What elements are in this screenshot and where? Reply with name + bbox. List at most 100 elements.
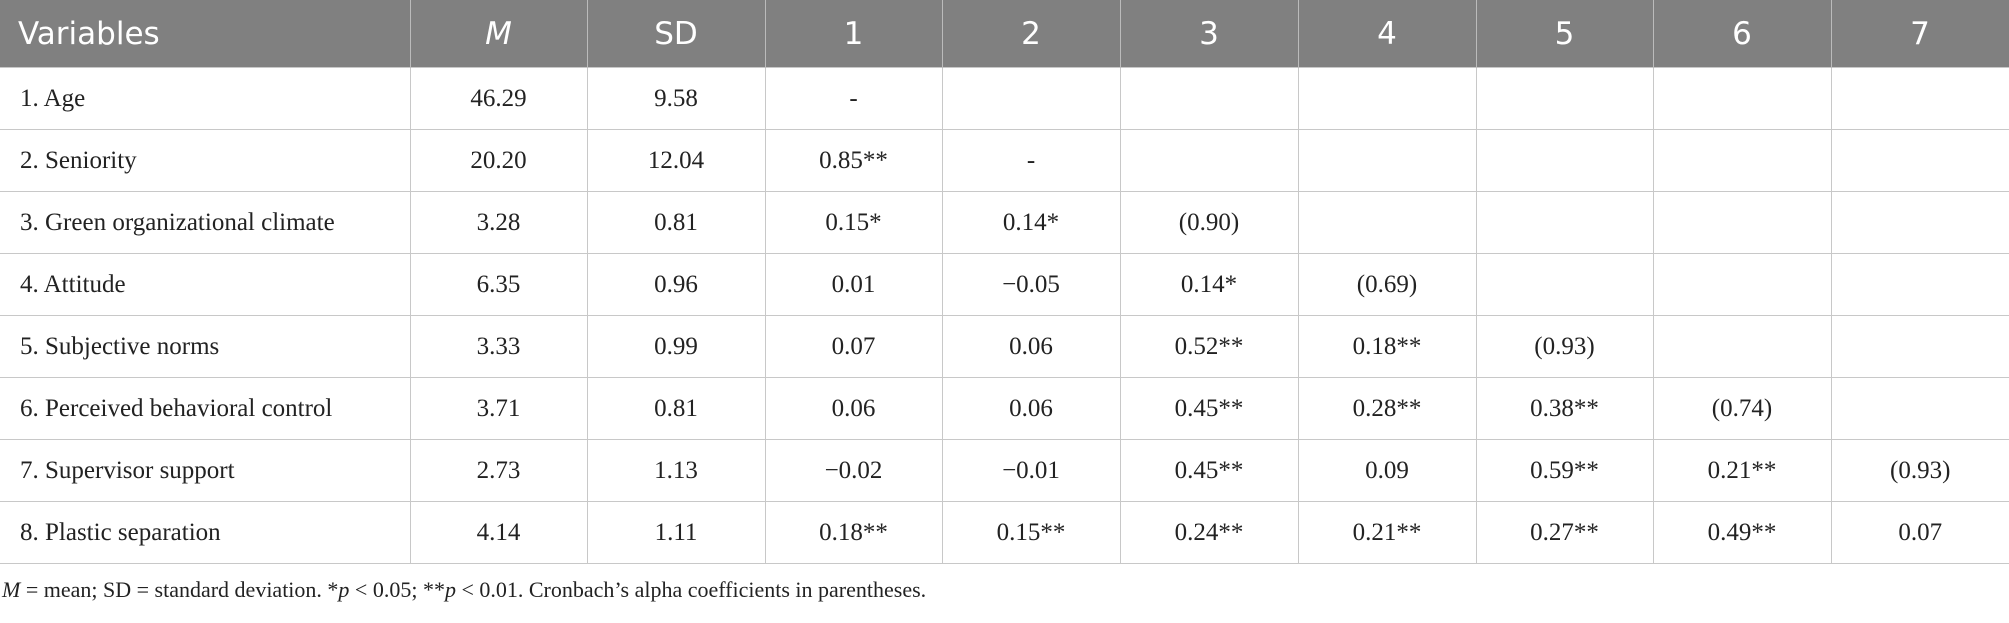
row-label: 5. Subjective norms [0,315,411,378]
footnote-part: M [2,577,21,602]
cell: 0.06 [941,315,1121,378]
cell: 0.06 [941,377,1121,440]
cell: (0.93) [1475,315,1654,378]
empty-cell [1475,67,1654,130]
header-cell: 4 [1298,0,1477,68]
empty-cell [1830,377,2009,440]
empty-cell [941,67,1121,130]
empty-cell [1830,191,2009,254]
cell: 0.15** [941,501,1121,564]
header-cell: 3 [1120,0,1299,68]
table-row: 8. Plastic separation 4.14 1.11 0.18** 0.15*… [0,501,2009,564]
empty-cell [1652,67,1832,130]
table-row: 2. Seniority 20.20 12.04 0.85** - [0,129,2009,192]
table-row: 1. Age 46.29 9.58- [0,67,2009,130]
cell: 0.14* [1119,253,1299,316]
table-row: 5. Subjective norms 3.33 0.99 0.07 0.06 0.52*… [0,315,2009,378]
cell: 0.15* [764,191,943,254]
cell: 4.14 [409,501,588,564]
empty-cell [1830,253,2009,316]
footnote: M = mean; SD = standard deviation. *p < … [0,577,2009,603]
cell: 1.13 [586,439,766,502]
cell: 0.38** [1475,377,1654,440]
empty-cell [1297,129,1477,192]
cell: 0.21** [1297,501,1477,564]
cell: 46.29 [409,67,588,130]
cell: 20.20 [409,129,588,192]
row-label: 4. Attitude [0,253,411,316]
table-row: 3. Green organizational climate 3.28 0.81 0… [0,191,2009,254]
cell: 0.85** [764,129,943,192]
empty-cell [1475,191,1654,254]
header-cell: 7 [1831,0,2009,68]
footnote-part: p [338,577,350,602]
empty-cell [1297,67,1477,130]
cell: 0.06 [764,377,943,440]
cell: −0.01 [941,439,1121,502]
header-cell: 5 [1476,0,1654,68]
footnote-part: < 0.05; ** [349,577,445,602]
cell: 0.14* [941,191,1121,254]
cell: 0.09 [1297,439,1477,502]
table-row: 6. Perceived behavioral control 3.71 0.81 0… [0,377,2009,440]
cell: 3.28 [409,191,588,254]
cell: (0.74) [1652,377,1832,440]
row-label: 6. Perceived behavioral control [0,377,411,440]
empty-cell [1652,253,1832,316]
cell: 1.11 [586,501,766,564]
cell: 0.28** [1297,377,1477,440]
cell: 0.21** [1652,439,1832,502]
cell: 0.99 [586,315,766,378]
row-label: 8. Plastic separation [0,501,411,564]
header-cell: Variables [0,0,411,68]
footnote-part: p [444,577,456,602]
correlation-table: Variables M SD 1 2 3 4 5 6 7 1. Age 46.29 9.58-2. S… [0,0,2009,564]
cell: 0.52** [1119,315,1299,378]
cell: 0.18** [1297,315,1477,378]
header-row: Variables M SD 1 2 3 4 5 6 7 [0,0,2009,68]
cell: - [764,67,943,130]
cell: 0.07 [1830,501,2009,564]
cell: 0.81 [586,377,766,440]
empty-cell [1830,315,2009,378]
empty-cell [1652,191,1832,254]
header-cell: 2 [942,0,1121,68]
cell: 0.81 [586,191,766,254]
row-label: 1. Age [0,67,411,130]
row-label: 3. Green organizational climate [0,191,411,254]
cell: −0.05 [941,253,1121,316]
cell: 0.24** [1119,501,1299,564]
footnote-part: < 0.01. Cronbach’s alpha coefficients in… [455,577,927,602]
cell: 0.45** [1119,439,1299,502]
empty-cell [1475,253,1654,316]
empty-cell [1119,67,1299,130]
header-cell: 6 [1653,0,1832,68]
table-row: 4. Attitude 6.35 0.96 0.01 −0.05 0.14* (0.69) [0,253,2009,316]
cell: 2.73 [409,439,588,502]
cell: (0.93) [1830,439,2009,502]
table-body: 1. Age 46.29 9.58-2. Seniority 20.20 12.04 0.… [0,67,2009,564]
empty-cell [1652,129,1832,192]
cell: 0.18** [764,501,943,564]
cell: 3.71 [409,377,588,440]
cell: −0.02 [764,439,943,502]
cell: 0.59** [1475,439,1654,502]
cell: 0.01 [764,253,943,316]
header-cell: 1 [765,0,943,68]
cell: (0.69) [1297,253,1477,316]
empty-cell [1297,191,1477,254]
cell: 0.45** [1119,377,1299,440]
empty-cell [1830,129,2009,192]
row-label: 2. Seniority [0,129,411,192]
cell: 0.96 [586,253,766,316]
cell: 3.33 [409,315,588,378]
cell: 0.07 [764,315,943,378]
header-cell: SD [587,0,766,68]
table-row: 7. Supervisor support 2.73 1.13 −0.02 −0.01 0… [0,439,2009,502]
cell: (0.90) [1119,191,1299,254]
empty-cell [1475,129,1654,192]
cell: 12.04 [586,129,766,192]
cell: 9.58 [586,67,766,130]
header-cell: M [410,0,588,68]
